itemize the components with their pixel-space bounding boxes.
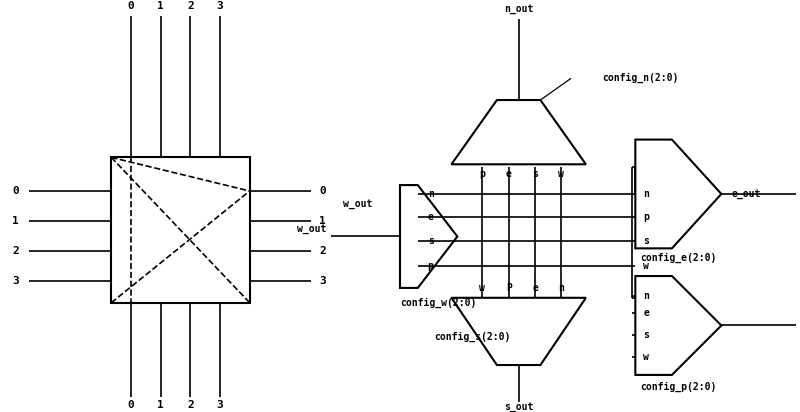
Text: w_out: w_out [298, 224, 327, 234]
Text: s: s [643, 236, 649, 246]
Text: config_p(2:0): config_p(2:0) [640, 382, 717, 392]
Text: 2: 2 [187, 400, 194, 410]
Text: 0: 0 [128, 1, 134, 11]
Text: 1: 1 [158, 1, 164, 11]
Text: config_n(2:0): config_n(2:0) [602, 73, 679, 83]
Text: w: w [643, 352, 649, 362]
Text: 0: 0 [128, 400, 134, 410]
Text: w: w [643, 261, 649, 271]
Text: P: P [506, 283, 512, 293]
Text: e: e [428, 212, 434, 222]
Text: n_out: n_out [504, 4, 534, 14]
Text: e: e [533, 283, 538, 293]
Text: s: s [643, 330, 649, 340]
Text: w: w [558, 169, 564, 179]
Text: 2: 2 [12, 246, 18, 256]
Text: 1: 1 [12, 215, 18, 226]
Text: 3: 3 [217, 400, 223, 410]
Text: 1: 1 [158, 400, 164, 410]
Text: w: w [479, 283, 485, 293]
Text: 0: 0 [319, 186, 326, 196]
Text: 2: 2 [187, 1, 194, 11]
Text: n: n [643, 189, 649, 199]
Text: config_e(2:0): config_e(2:0) [640, 253, 717, 263]
Text: e_out: e_out [731, 189, 761, 199]
Text: 3: 3 [319, 276, 326, 286]
Text: n: n [428, 189, 434, 199]
Text: config_s(2:0): config_s(2:0) [434, 332, 511, 342]
Text: n: n [643, 291, 649, 301]
Text: p: p [479, 169, 485, 179]
Text: p: p [428, 261, 434, 271]
Text: p: p [643, 212, 649, 222]
Text: e: e [643, 308, 649, 318]
Text: 2: 2 [319, 246, 326, 256]
Text: config_w(2:0): config_w(2:0) [400, 297, 476, 308]
Text: s_out: s_out [504, 402, 534, 412]
Text: 0: 0 [12, 186, 18, 196]
Text: w_out: w_out [342, 199, 372, 209]
Text: 3: 3 [217, 1, 223, 11]
Text: 3: 3 [12, 276, 18, 286]
Text: e: e [506, 169, 512, 179]
Text: n: n [558, 283, 564, 293]
Text: 1: 1 [319, 215, 326, 226]
Text: s: s [533, 169, 538, 179]
Text: s: s [428, 236, 434, 246]
